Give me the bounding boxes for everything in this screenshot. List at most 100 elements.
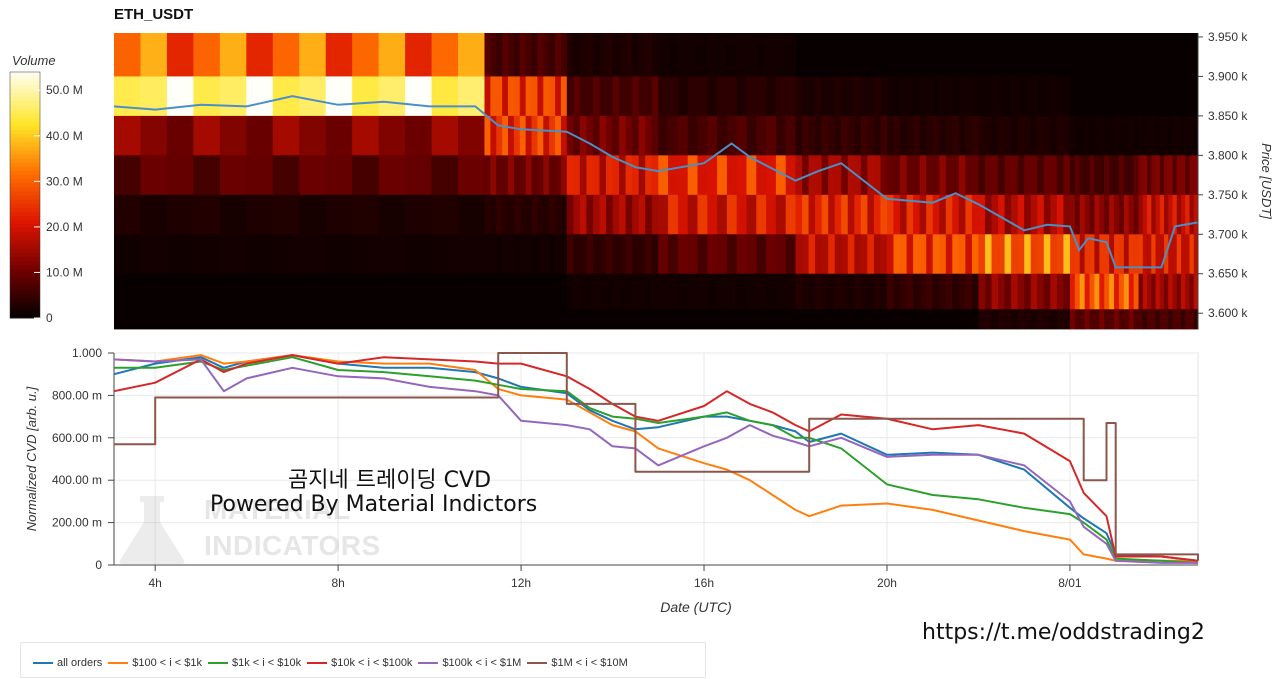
heat-cell xyxy=(913,33,921,77)
colorbar-step xyxy=(10,248,40,253)
heat-cell xyxy=(632,76,640,117)
heat-cell xyxy=(1159,33,1165,77)
heat-cell xyxy=(1118,273,1125,310)
heat-cell xyxy=(932,194,940,235)
heat-cell xyxy=(1099,155,1105,196)
heat-cell xyxy=(1056,273,1064,310)
heat-cell xyxy=(1168,155,1173,196)
heat-cell xyxy=(352,155,380,196)
heat-cell xyxy=(579,273,587,310)
heat-cell xyxy=(913,155,921,196)
heat-cell xyxy=(531,155,538,196)
heat-cell xyxy=(508,115,515,156)
heat-cell xyxy=(978,33,986,77)
heat-cell xyxy=(900,234,907,275)
heat-cell xyxy=(867,33,875,77)
telegram-link[interactable]: https://t.me/oddstrading2 xyxy=(922,620,1205,645)
overlay-korean-title: 곰지네 트레이딩 CVD xyxy=(288,468,492,493)
legend: all orders $100 < i < $1k $1k < i < $10k $1… xyxy=(20,642,706,678)
heat-cell xyxy=(1159,76,1165,117)
heat-cell xyxy=(543,155,550,196)
heat-cell xyxy=(1017,33,1025,77)
heat-cell xyxy=(114,33,141,77)
heat-cell xyxy=(775,234,787,275)
heat-cell xyxy=(325,273,353,310)
heat-cell xyxy=(1037,309,1045,330)
heat-cell xyxy=(508,234,515,275)
heat-cell xyxy=(519,273,527,310)
heat-cell xyxy=(519,309,527,330)
heat-cell xyxy=(785,155,796,196)
heat-cell xyxy=(1079,76,1086,117)
heat-cell xyxy=(991,309,999,330)
heat-cell xyxy=(971,155,979,196)
legend-swatch xyxy=(307,662,328,664)
legend-item[interactable]: $100 < i < $1k xyxy=(108,657,202,669)
heat-cell xyxy=(1133,155,1139,196)
legend-item[interactable]: $100k < i < $1M xyxy=(418,657,521,669)
heat-cell xyxy=(1017,155,1025,196)
price-axis-label: Price [USDT] xyxy=(1259,143,1274,219)
colorbar-tick-label: 50.0 M xyxy=(46,83,83,97)
heat-cell xyxy=(893,234,901,275)
colorbar-step xyxy=(10,207,40,212)
heat-cell xyxy=(1164,155,1169,196)
heat-cell xyxy=(352,309,380,330)
legend-item[interactable]: $1k < i < $10k xyxy=(207,657,301,669)
heat-cell xyxy=(1089,33,1095,77)
colorbar-step xyxy=(10,141,40,147)
heat-cell xyxy=(619,155,627,196)
cvd-x-tick-label: 16h xyxy=(694,576,714,590)
heat-cell xyxy=(651,155,659,196)
heat-cell xyxy=(815,115,823,156)
heat-cell xyxy=(658,273,669,310)
heat-cell xyxy=(1168,309,1173,330)
heat-cell xyxy=(1011,33,1019,77)
heat-cell xyxy=(219,115,247,156)
heat-cell xyxy=(880,309,888,330)
heat-cell xyxy=(193,33,221,77)
heat-cell xyxy=(1185,194,1190,235)
heat-cell xyxy=(619,273,627,310)
legend-item[interactable]: $10k < i < $100k xyxy=(307,657,412,669)
legend-item[interactable]: all orders xyxy=(33,657,102,669)
heat-cell xyxy=(785,309,796,330)
colorbar-step xyxy=(10,162,40,167)
heat-cell xyxy=(932,234,940,275)
price-tick-label: 3.850 k xyxy=(1208,109,1248,123)
heat-cell xyxy=(847,155,855,196)
heat-cell xyxy=(325,76,353,117)
heat-cell xyxy=(991,273,999,310)
heat-cell xyxy=(325,115,353,156)
heat-cell xyxy=(867,234,875,275)
heat-cell xyxy=(1118,194,1125,235)
heat-cell xyxy=(352,33,380,77)
legend-swatch xyxy=(33,662,53,664)
heat-cell xyxy=(873,273,881,310)
heat-cell xyxy=(458,234,485,275)
heat-cell xyxy=(592,115,600,156)
heat-cell xyxy=(808,33,816,77)
heat-cell xyxy=(299,234,327,275)
heat-cell xyxy=(775,76,787,117)
heat-cell xyxy=(1011,76,1019,117)
heat-cell xyxy=(1138,115,1144,156)
colorbar-tick-label: 0 xyxy=(46,311,53,325)
heat-cell xyxy=(828,115,836,156)
heat-cell xyxy=(140,234,168,275)
heat-cell xyxy=(625,33,633,77)
heat-cell xyxy=(893,155,901,196)
heat-cell xyxy=(1164,273,1169,310)
heat-cell xyxy=(579,33,587,77)
heat-cell xyxy=(484,76,491,117)
heat-cell xyxy=(746,273,757,310)
colorbar-step xyxy=(10,88,40,93)
legend-item[interactable]: $1M < i < $10M xyxy=(527,657,628,669)
heat-cell xyxy=(1094,33,1100,77)
heat-cell xyxy=(1142,234,1148,275)
colorbar-step xyxy=(10,186,40,192)
heat-cell xyxy=(1118,234,1125,275)
colorbar-step xyxy=(10,219,40,225)
heat-cell xyxy=(1164,194,1169,235)
heat-cell xyxy=(958,155,966,196)
